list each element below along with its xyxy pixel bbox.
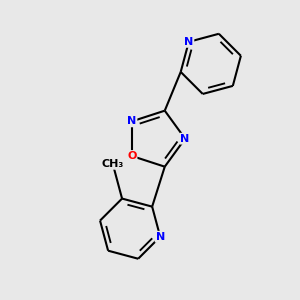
Text: N: N <box>127 116 136 126</box>
Text: N: N <box>181 134 190 144</box>
Text: N: N <box>184 37 194 47</box>
Text: N: N <box>156 232 165 242</box>
Text: O: O <box>127 151 136 161</box>
Text: CH₃: CH₃ <box>102 159 124 169</box>
